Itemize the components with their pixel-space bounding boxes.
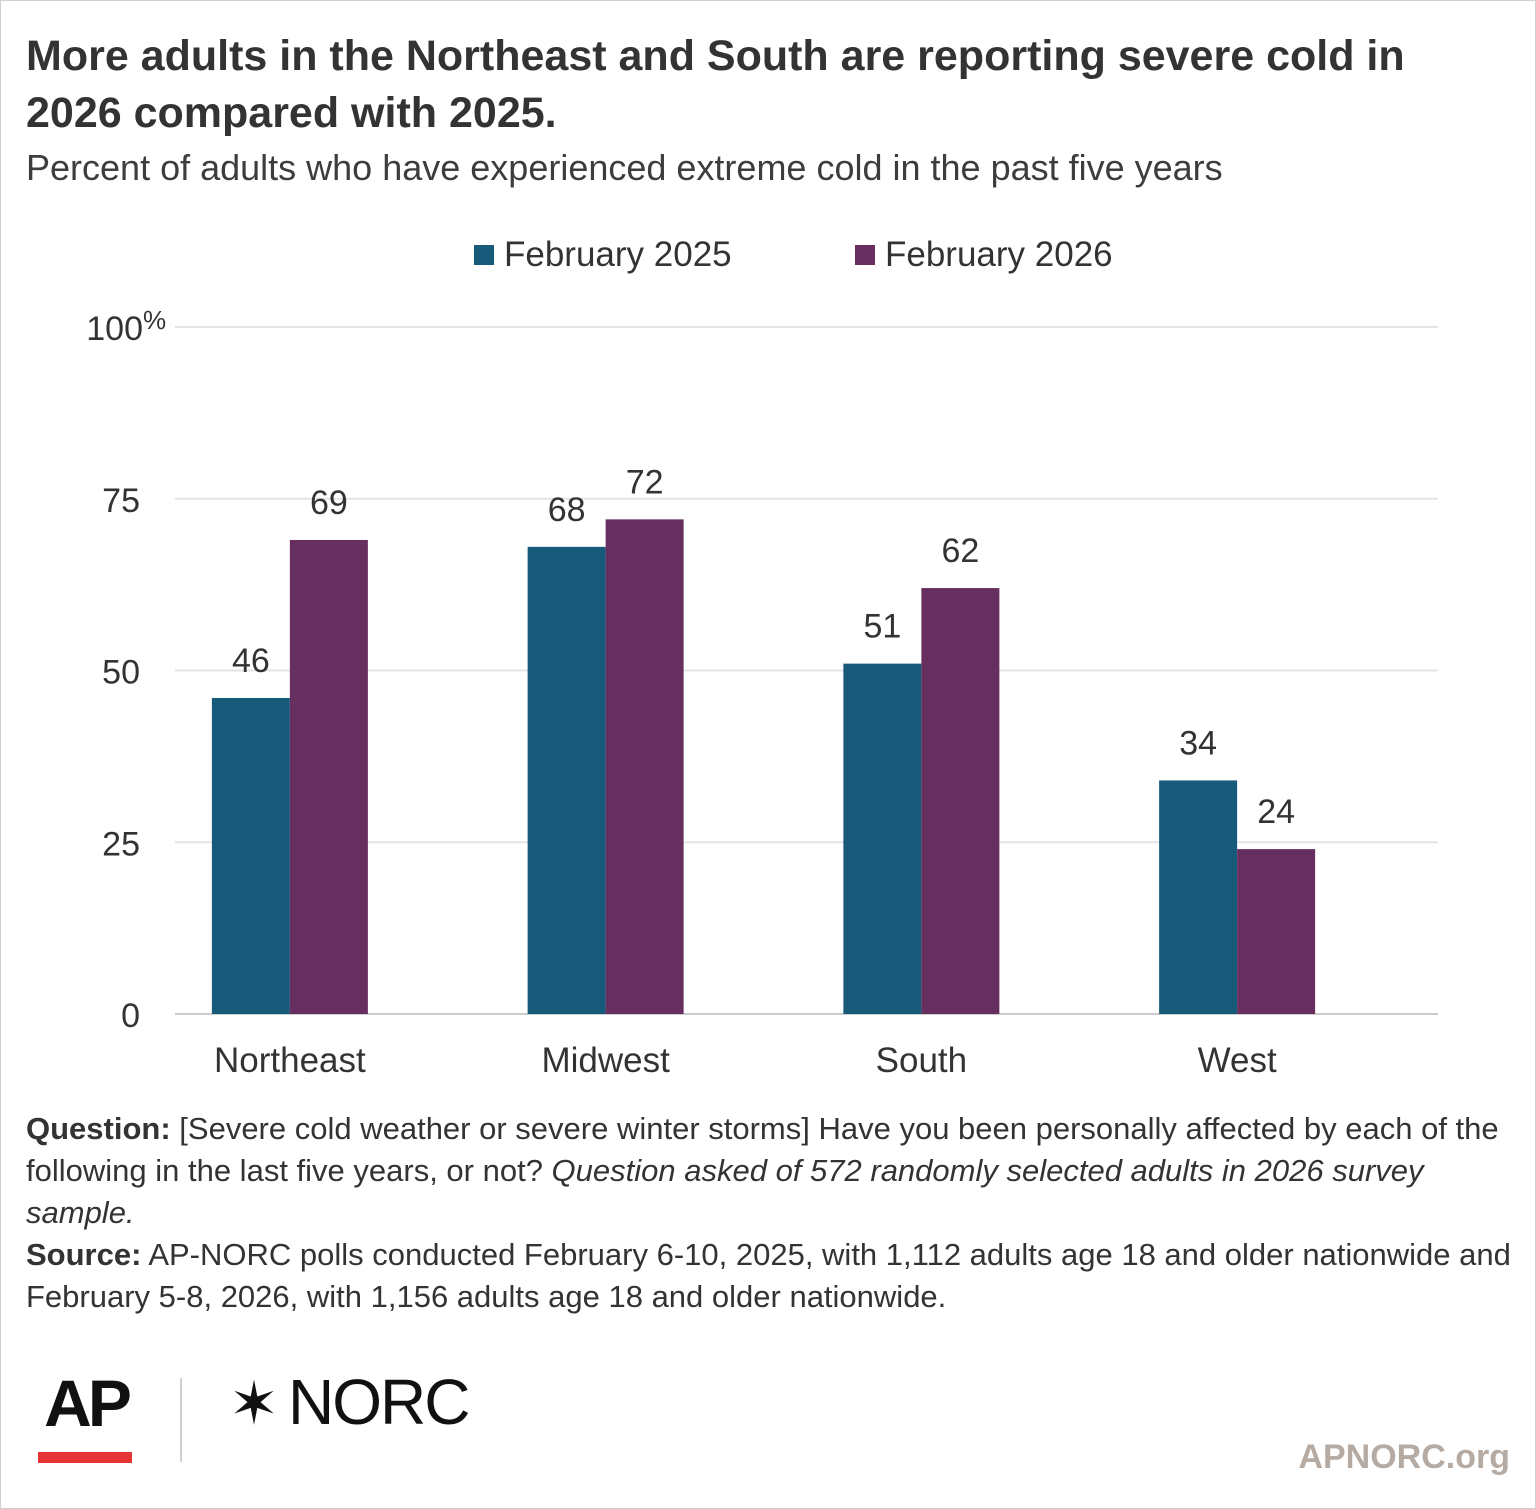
question-note: Question: [Severe cold weather or severe… [26,1108,1512,1234]
norc-logo-text: NORC [288,1368,468,1438]
site-url: APNORC.org [1298,1438,1510,1476]
bar-northeast-february-2026 [289,539,368,1014]
source-note: Source: AP-NORC polls conducted February… [26,1234,1512,1318]
chart-notes: Question: [Severe cold weather or severe… [26,1108,1512,1318]
bar-northeast-february-2025 [211,697,290,1014]
y-tick-label-50: 50 [102,654,140,692]
norc-logo: ✶ NORC [229,1368,471,1439]
chart-subtitle: Percent of adults who have experienced e… [26,147,1223,188]
data-label-northeast-february-2026: 69 [310,484,348,522]
question-italic: Question asked of 572 randomly selected … [26,1153,1424,1230]
legend-item-february-2025: February 2025 [474,230,732,280]
source-label: Source: [26,1237,142,1272]
bar-west-february-2025 [1159,780,1238,1014]
legend-label-2026: February 2026 [885,235,1113,274]
x-tick-label-northeast: Northeast [214,1041,366,1080]
norc-logo-mark: ✶ [229,1369,279,1439]
bar-midwest-february-2025 [527,546,606,1014]
data-label-west-february-2025: 34 [1179,724,1217,762]
bar-south-february-2025 [843,663,922,1014]
bar-west-february-2026 [1237,849,1316,1014]
data-label-northeast-february-2025: 46 [232,642,270,680]
ap-logo-underline [38,1452,132,1463]
y-tick-label-75: 75 [102,482,140,520]
y-tick-label-100: 100 [86,310,143,348]
data-label-west-february-2026: 24 [1257,793,1295,831]
logo-divider [180,1378,182,1462]
source-text: AP-NORC polls conducted February 6-10, 2… [26,1237,1511,1314]
ap-logo-text: AP [44,1368,130,1440]
bar-chart: 0 25 50 75 100 % 46 69 Northeast 68 72 Midwest 51 62 S… [86,305,1438,1080]
chart-title: More adults in the Northeast and South a… [26,32,1405,137]
data-label-south-february-2026: 62 [941,532,979,570]
legend-item-february-2026: February 2026 [855,230,1113,280]
bar-south-february-2026 [921,588,1000,1014]
data-label-midwest-february-2026: 72 [626,463,664,501]
data-label-midwest-february-2025: 68 [548,491,586,529]
legend-label-2025: February 2025 [504,235,732,274]
y-tick-label-0: 0 [121,997,140,1035]
question-text: [Severe cold weather or severe winter st… [26,1111,1499,1188]
legend-swatch-2025 [474,245,494,265]
y-tick-label-25: 25 [102,825,140,863]
y-unit-label: % [143,305,166,335]
bar-midwest-february-2026 [605,519,684,1014]
question-label: Question: [26,1111,171,1146]
legend-swatch-2026 [855,245,875,265]
data-label-south-february-2025: 51 [863,608,901,646]
legend: February 2025 February 2026 [0,230,1536,280]
x-tick-label-midwest: Midwest [541,1041,670,1080]
x-tick-label-west: West [1198,1041,1277,1080]
x-tick-label-south: South [876,1041,967,1080]
ap-logo: AP [38,1368,134,1463]
